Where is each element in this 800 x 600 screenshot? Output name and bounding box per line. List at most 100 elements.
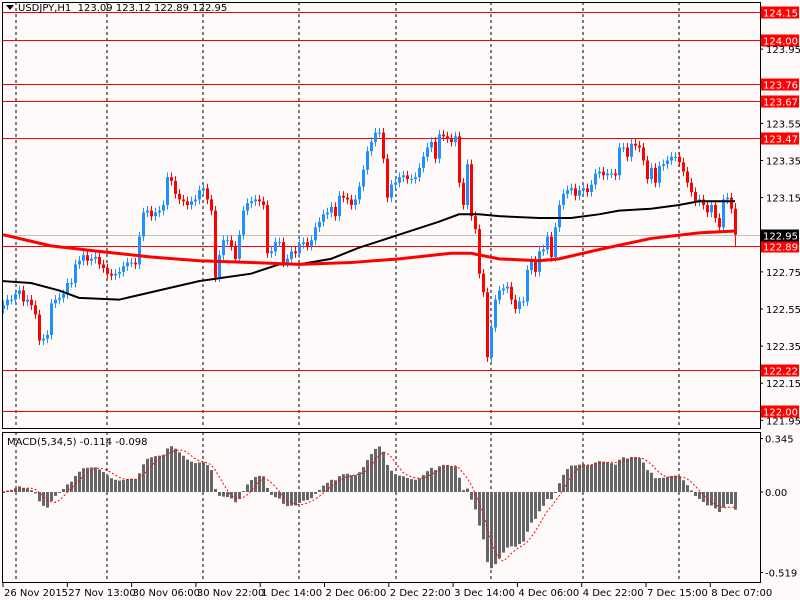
macd-bar bbox=[702, 492, 705, 502]
macd-bar bbox=[418, 478, 421, 492]
x-tick-label: 30 Nov 06:00 bbox=[133, 588, 200, 599]
dropdown-triangle-icon[interactable] bbox=[6, 5, 14, 10]
candle-body bbox=[606, 173, 609, 176]
candle-body bbox=[190, 201, 193, 206]
macd-bar bbox=[614, 464, 617, 492]
y-tick-label: 121.95 bbox=[766, 416, 800, 427]
candle-body bbox=[594, 173, 597, 185]
candle-body bbox=[150, 210, 153, 217]
macd-bar bbox=[218, 492, 221, 496]
candle-body bbox=[486, 292, 489, 358]
macd-bar bbox=[106, 475, 109, 492]
macd-bar bbox=[298, 492, 301, 503]
candle-body bbox=[634, 143, 637, 146]
candle-body bbox=[218, 255, 221, 278]
macd-bar bbox=[422, 475, 425, 492]
close-value: 122.95 bbox=[192, 3, 228, 14]
candle-body bbox=[158, 210, 161, 213]
candle-body bbox=[106, 268, 109, 274]
candle-body bbox=[578, 190, 581, 196]
candle-body bbox=[278, 242, 281, 244]
ma-black-line bbox=[2, 200, 735, 301]
macd-bar bbox=[666, 476, 669, 492]
candle-body bbox=[602, 171, 605, 176]
macd-bar bbox=[470, 492, 473, 500]
macd-bar bbox=[54, 492, 57, 496]
candle-body bbox=[22, 290, 25, 302]
candle-body bbox=[726, 197, 729, 200]
candle-body bbox=[710, 205, 713, 213]
macd-bar bbox=[546, 492, 549, 500]
macd-bar bbox=[374, 448, 377, 492]
candle-body bbox=[722, 199, 725, 228]
macd-bar bbox=[674, 475, 677, 492]
y-tick-label: 123.95 bbox=[766, 45, 800, 56]
candle-body bbox=[514, 299, 517, 309]
macd-bar bbox=[158, 455, 161, 492]
chart-header: USDJPY,H1 123.09 123.12 122.89 122.95 bbox=[6, 3, 227, 14]
macd-bar bbox=[370, 454, 373, 492]
macd-bar bbox=[210, 470, 213, 492]
macd-bar bbox=[578, 464, 581, 492]
candle-body bbox=[402, 175, 405, 178]
macd-bar bbox=[510, 492, 513, 547]
macd-bar bbox=[62, 488, 65, 492]
candle-body bbox=[438, 134, 441, 159]
candle-body bbox=[214, 210, 217, 278]
macd-signal-value: -0.098 bbox=[115, 437, 148, 448]
candle-body bbox=[198, 190, 201, 200]
macd-main-value: -0.114 bbox=[79, 437, 113, 448]
candle-body bbox=[90, 258, 93, 261]
candle-body bbox=[434, 141, 437, 159]
candle-body bbox=[406, 175, 409, 180]
candle-body bbox=[174, 180, 177, 194]
candle-body bbox=[542, 249, 545, 252]
macd-bar bbox=[78, 471, 81, 492]
candle-body bbox=[622, 147, 625, 149]
macd-bar bbox=[698, 492, 701, 499]
candle-body bbox=[162, 205, 165, 211]
macd-bar bbox=[350, 475, 353, 492]
candle-body bbox=[598, 171, 601, 174]
candle-body bbox=[482, 273, 485, 293]
candle-body bbox=[38, 314, 41, 341]
candle-body bbox=[6, 299, 9, 306]
candle-body bbox=[446, 136, 449, 139]
level-label-bg bbox=[761, 6, 799, 19]
candle-body bbox=[154, 212, 157, 217]
candle-body bbox=[178, 193, 181, 200]
candle-body bbox=[534, 260, 537, 272]
y-tick-label: 122.15 bbox=[766, 379, 800, 390]
macd-bar bbox=[622, 457, 625, 492]
macd-bar bbox=[342, 474, 345, 492]
macd-bar bbox=[646, 470, 649, 492]
candle-body bbox=[378, 132, 381, 134]
macd-bar bbox=[726, 492, 729, 504]
macd-bar bbox=[398, 475, 401, 492]
macd-bar bbox=[462, 490, 465, 492]
candle-body bbox=[566, 190, 569, 194]
candle-body bbox=[558, 205, 561, 228]
candle-body bbox=[70, 282, 73, 284]
candle-body bbox=[238, 234, 241, 259]
level-label-bg bbox=[761, 95, 799, 108]
candle-body bbox=[290, 251, 293, 259]
macd-bar bbox=[718, 492, 721, 513]
macd-bar bbox=[282, 492, 285, 504]
ma-red-line bbox=[2, 229, 736, 266]
macd-bar bbox=[594, 462, 597, 492]
candle-body bbox=[458, 136, 461, 183]
candle-body bbox=[86, 255, 89, 261]
y-tick-label: 123.15 bbox=[766, 194, 800, 205]
candle-body bbox=[550, 236, 553, 257]
macd-bar bbox=[386, 464, 389, 492]
macd-bar bbox=[290, 492, 293, 506]
macd-bar bbox=[434, 470, 437, 492]
candle-body bbox=[642, 147, 645, 161]
macd-bar bbox=[722, 492, 725, 508]
macd-bar bbox=[442, 464, 445, 492]
macd-bar bbox=[710, 492, 713, 506]
macd-bar bbox=[86, 467, 89, 492]
macd-bar bbox=[518, 492, 521, 545]
